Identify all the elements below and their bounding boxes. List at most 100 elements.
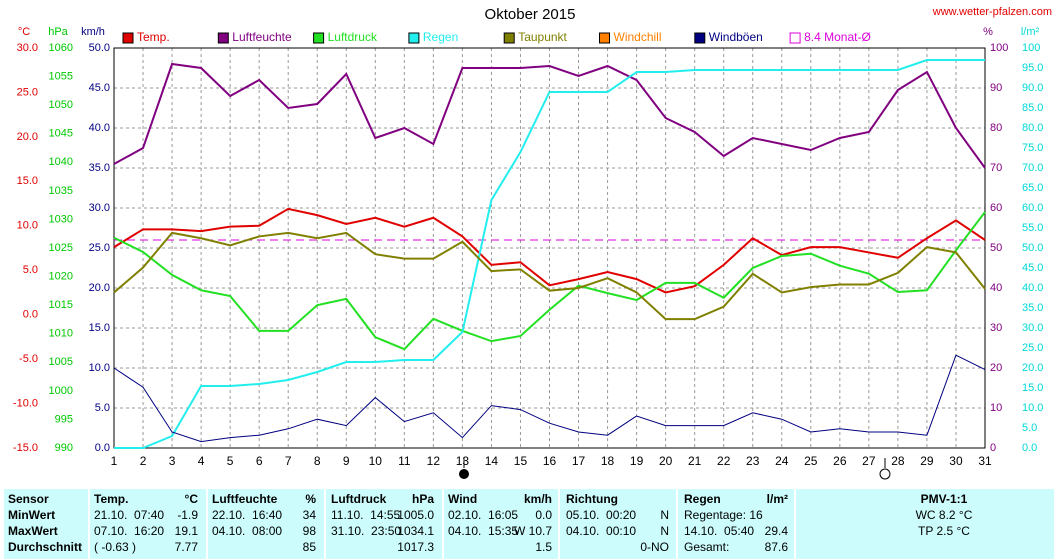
tick-label: 990 xyxy=(55,442,73,454)
full-moon xyxy=(879,468,891,480)
tick-label: 70 xyxy=(990,162,1002,174)
tick-label: 100 xyxy=(1022,42,1040,54)
x-tick-label: 8 xyxy=(314,454,321,468)
table-text: 98 xyxy=(303,524,317,538)
tick-label: 40.0 xyxy=(1022,282,1043,294)
series-line xyxy=(113,231,986,321)
table-text: ( -0.63 ) xyxy=(94,540,136,554)
x-tick-label: 24 xyxy=(775,454,789,468)
tick-label: 100 xyxy=(990,42,1008,54)
table-header: hPa xyxy=(412,492,434,506)
table-text: 1005.0 xyxy=(397,508,434,522)
table-header: Richtung xyxy=(566,492,618,506)
x-tick-label: 2 xyxy=(140,454,147,468)
table-text: 21.10. 07:40 xyxy=(94,508,164,522)
table-text: 31.10. 23:50 xyxy=(331,524,401,538)
table-header: PMV-1:1 xyxy=(921,492,968,506)
tick-label: 35.0 xyxy=(1022,302,1043,314)
tick-label: 35.0 xyxy=(89,162,110,174)
table-text: N xyxy=(660,524,669,538)
tick-label: 80.0 xyxy=(1022,122,1043,134)
table-header: °C xyxy=(185,492,199,506)
tick-label: 25.0 xyxy=(1022,342,1043,354)
tick-label: 30.0 xyxy=(89,202,110,214)
x-tick-label: 18 xyxy=(601,454,615,468)
tick-label: 10.0 xyxy=(17,220,38,232)
tick-label: 1010 xyxy=(49,328,73,340)
legend-label: 8.4 Monat-Ø xyxy=(804,30,871,44)
table-text: 0-NO xyxy=(640,540,669,554)
tick-label: 55.0 xyxy=(1022,222,1043,234)
tick-label: 5.0 xyxy=(95,402,110,414)
table-cell xyxy=(4,489,88,559)
table-header: Luftdruck xyxy=(331,492,387,506)
x-tick-label: 21 xyxy=(688,454,702,468)
legend-label: Taupunkt xyxy=(518,30,567,44)
table-text: 02.10. 16:05 xyxy=(448,508,518,522)
axis-title: km/h xyxy=(81,26,105,38)
legend-label: Luftdruck xyxy=(328,30,378,44)
axis-title: % xyxy=(983,26,993,38)
tick-label: 65.0 xyxy=(1022,182,1043,194)
table-text: -1.9 xyxy=(177,508,198,522)
table-text: N xyxy=(660,508,669,522)
tick-label: 25.0 xyxy=(89,242,110,254)
tick-label: -10.0 xyxy=(13,397,38,409)
tick-label: 1045 xyxy=(49,128,73,140)
tick-label: 90.0 xyxy=(1022,82,1043,94)
series-line xyxy=(113,211,986,351)
table-text: 7.77 xyxy=(175,540,199,554)
x-tick-label: 29 xyxy=(920,454,934,468)
axis-title: °C xyxy=(18,26,30,38)
tick-label: 0.0 xyxy=(95,442,110,454)
tick-label: 1060 xyxy=(49,42,73,54)
legend-label: Luftfeuchte xyxy=(232,30,292,44)
tick-label: 25.0 xyxy=(17,86,38,98)
tick-label: 95.0 xyxy=(1022,62,1043,74)
table-cell xyxy=(560,489,676,559)
table-text: 14.10. 05:40 xyxy=(684,524,754,538)
tick-label: 10.0 xyxy=(1022,402,1043,414)
tick-label: 60.0 xyxy=(1022,202,1043,214)
table-header: Sensor xyxy=(8,492,49,506)
tick-label: 30 xyxy=(990,322,1002,334)
tick-label: -5.0 xyxy=(19,353,38,365)
x-tick-label: 6 xyxy=(256,454,263,468)
x-tick-label: 19 xyxy=(630,454,644,468)
tick-label: 20.0 xyxy=(1022,362,1043,374)
table-text: MaxWert xyxy=(8,524,58,538)
x-tick-label: 31 xyxy=(978,454,992,468)
tick-label: -15.0 xyxy=(13,442,38,454)
x-tick-label: 23 xyxy=(746,454,760,468)
table-header: Temp. xyxy=(94,492,128,506)
tick-label: 10.0 xyxy=(89,362,110,374)
table-text: 04.10. 15:35 xyxy=(448,524,518,538)
tick-label: 80 xyxy=(990,122,1002,134)
table-text: 87.6 xyxy=(765,540,789,554)
tick-label: 70.0 xyxy=(1022,162,1043,174)
x-tick-label: 26 xyxy=(833,454,847,468)
x-tick-label: 22 xyxy=(717,454,731,468)
plot-frame xyxy=(113,47,986,449)
table-cell xyxy=(796,489,1054,559)
tick-label: 20.0 xyxy=(17,131,38,143)
table-text: 11.10. 14:55 xyxy=(331,508,400,522)
tick-label: 1025 xyxy=(49,242,73,254)
legend-swatch xyxy=(789,32,801,44)
x-tick-label: 1 xyxy=(111,454,118,468)
tick-label: 15.0 xyxy=(89,322,110,334)
table-header: Wind xyxy=(448,492,477,506)
tick-label: 60 xyxy=(990,202,1002,214)
table-text: Gesamt: xyxy=(684,540,729,554)
axis-title: hPa xyxy=(48,26,68,38)
table-text: MinWert xyxy=(8,508,55,522)
tick-label: 15.0 xyxy=(17,175,38,187)
x-tick-label: 10 xyxy=(369,454,383,468)
tick-label: 5.0 xyxy=(1022,422,1037,434)
x-tick-label: 15 xyxy=(514,454,528,468)
tick-label: 50.0 xyxy=(1022,242,1043,254)
table-text: 04.10. 08:00 xyxy=(212,524,282,538)
x-tick-label: 20 xyxy=(659,454,673,468)
tick-label: 0.0 xyxy=(23,309,38,321)
